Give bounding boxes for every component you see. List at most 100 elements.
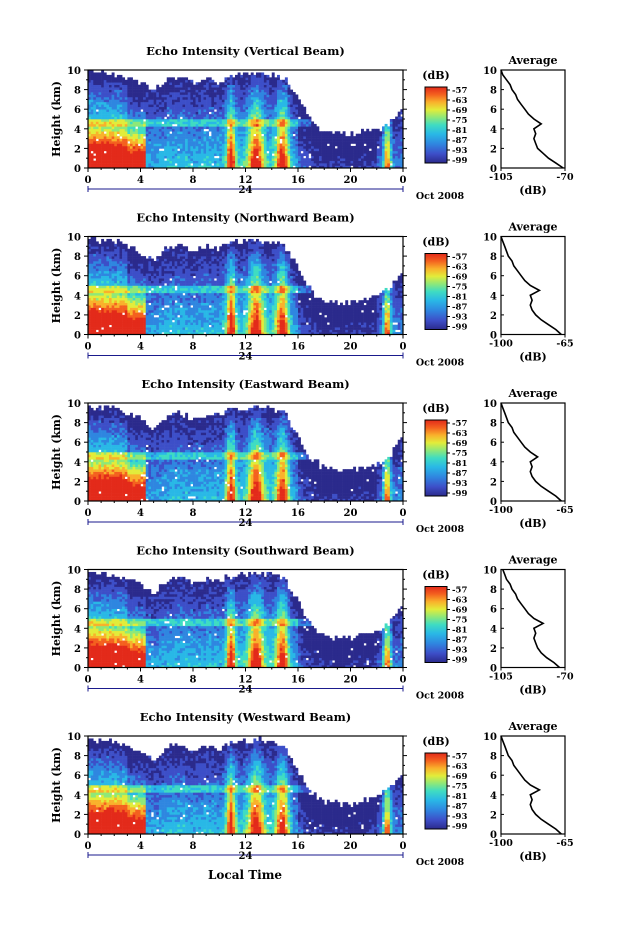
echo-cell — [101, 310, 105, 313]
echo-cell — [164, 92, 168, 95]
echo-cell — [109, 99, 112, 103]
echo-cell — [298, 141, 301, 144]
echo-cell — [88, 256, 91, 259]
echo-cell — [269, 111, 273, 115]
echo-cell — [158, 295, 162, 299]
echo-cell — [250, 155, 254, 159]
echo-cell — [329, 163, 333, 166]
echo-cell — [263, 145, 267, 149]
echo-cell — [137, 287, 141, 291]
echo-cell — [261, 84, 265, 88]
echo-cell — [95, 155, 99, 159]
echo-cell — [216, 158, 220, 161]
echo-cell — [93, 104, 97, 108]
echo-cell — [282, 121, 286, 125]
echo-cell — [172, 302, 175, 306]
echo-cell — [224, 131, 228, 134]
echo-cell — [353, 150, 357, 154]
echo-cell — [169, 148, 173, 152]
echo-cell — [214, 114, 217, 117]
echo-cell — [130, 310, 133, 313]
echo-cell — [143, 121, 147, 125]
echo-cell — [95, 89, 99, 93]
echo-cell — [245, 101, 249, 105]
echo-cell — [208, 92, 212, 95]
echo-cell — [190, 99, 194, 103]
echo-cell — [195, 148, 199, 152]
echo-cell — [284, 126, 288, 130]
echo-cell — [261, 99, 265, 103]
echo-cell — [185, 158, 189, 161]
echo-cell — [397, 121, 401, 125]
echo-cell — [326, 148, 330, 152]
echo-cell — [232, 158, 236, 161]
echo-cell — [235, 143, 238, 147]
echo-cell — [124, 258, 128, 262]
echo-cell — [95, 158, 99, 161]
echo-cell — [282, 111, 286, 115]
echo-cell — [90, 143, 94, 147]
echo-cell — [90, 310, 94, 313]
panel-title: Echo Intensity (Northward Beam) — [136, 211, 354, 225]
echo-cell — [90, 155, 94, 159]
echo-cell — [132, 111, 136, 115]
echo-cell — [111, 258, 115, 262]
echo-cell — [219, 106, 223, 110]
echo-cell — [240, 119, 244, 122]
echo-cell — [392, 160, 396, 164]
echo-cell — [263, 109, 267, 112]
echo-cell — [124, 292, 128, 296]
echo-cell — [151, 165, 154, 169]
echo-cell — [274, 82, 278, 85]
echo-cell — [313, 165, 317, 169]
echo-cell — [240, 84, 244, 88]
echo-cell — [109, 273, 112, 276]
echo-cell — [316, 133, 320, 137]
echo-cell — [187, 84, 191, 88]
echo-cell — [109, 92, 112, 95]
echo-cell — [242, 72, 246, 76]
echo-cell — [195, 119, 199, 122]
echo-cell — [135, 261, 139, 264]
echo-cell — [166, 280, 170, 284]
echo-cell — [347, 148, 351, 152]
echo-cell — [308, 138, 312, 142]
echo-cell — [319, 145, 322, 149]
echo-cell — [355, 133, 359, 137]
echo-cell — [140, 128, 144, 132]
echo-cell — [166, 256, 170, 259]
echo-cell — [366, 163, 370, 166]
echo-cell — [93, 300, 97, 303]
echo-cell — [169, 123, 173, 127]
echo-cell — [174, 101, 178, 105]
echo-cell — [119, 126, 123, 130]
echo-cell — [111, 241, 115, 245]
echo-cell — [248, 158, 252, 161]
echo-cell — [177, 79, 181, 83]
echo-cell — [109, 280, 112, 284]
echo-cell — [182, 92, 186, 95]
echo-cell — [287, 143, 291, 147]
echo-cell — [119, 261, 123, 264]
echo-cell — [145, 87, 149, 90]
echo-cell — [329, 153, 333, 157]
echo-cell — [190, 84, 194, 88]
echo-cell — [88, 82, 91, 85]
echo-cell — [174, 150, 178, 154]
echo-cell — [101, 94, 105, 98]
echo-cell — [135, 256, 139, 259]
echo-cell — [185, 317, 189, 321]
echo-cell — [248, 165, 252, 169]
echo-cell — [321, 150, 325, 154]
echo-cell — [305, 123, 309, 127]
echo-cell — [124, 310, 128, 313]
echo-cell — [161, 275, 165, 279]
echo-cell — [242, 145, 246, 149]
x-tick-label: 0 — [400, 175, 407, 186]
echo-cell — [148, 319, 152, 323]
echo-cell — [88, 332, 91, 335]
echo-cell — [114, 126, 118, 130]
echo-cell — [169, 253, 173, 257]
echo-cell — [284, 84, 288, 88]
echo-cell — [303, 150, 307, 154]
